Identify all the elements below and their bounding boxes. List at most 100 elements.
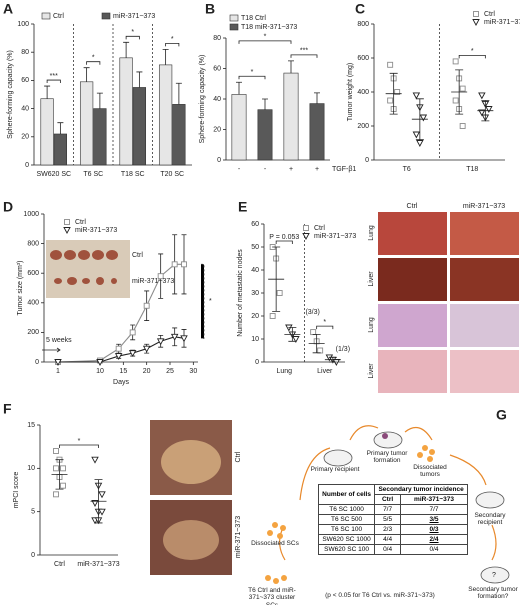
x-tick-label: - xyxy=(238,166,241,173)
cell: 0/3 xyxy=(400,524,468,535)
legend-label: miR-371~373 xyxy=(484,19,520,26)
image-row-label: miR-371~373 xyxy=(235,516,242,558)
image-row-label: Ctrl xyxy=(235,451,242,462)
y-axis-label: Number of metastatic nodes xyxy=(237,249,244,337)
bar xyxy=(231,94,247,161)
y-tick-label: 200 xyxy=(27,329,39,336)
panel-label: C xyxy=(355,1,365,17)
incidence-table: Number of cells Secondary tumor incidence… xyxy=(317,484,468,555)
point xyxy=(472,19,480,26)
point xyxy=(142,345,151,353)
bar xyxy=(119,57,133,166)
mean-sd xyxy=(284,327,301,342)
cell: 5/5 xyxy=(374,514,402,525)
bar xyxy=(79,81,94,166)
row-label: TGF-β1 xyxy=(332,166,356,173)
histology-images xyxy=(378,212,519,393)
y-tick-label: 0 xyxy=(35,359,39,366)
x-tick-label: T6 SC xyxy=(83,171,103,178)
panel-label: E xyxy=(238,199,247,215)
point xyxy=(459,85,466,92)
significance-bracket xyxy=(458,55,486,59)
cell: T6 SC 1000 xyxy=(317,504,376,515)
point xyxy=(317,347,324,354)
x-tick-label: 30 xyxy=(189,368,197,375)
point xyxy=(452,97,459,104)
y-axis-label: Tumor size (mm³) xyxy=(17,261,24,316)
point xyxy=(181,261,187,268)
image-row-label: Liver xyxy=(368,271,375,287)
step: T6 Ctrl and miR-371~373 cluster SCs xyxy=(248,587,296,605)
image-row-label: Lung xyxy=(368,225,375,241)
point xyxy=(157,273,164,280)
significance-bracket xyxy=(46,79,61,84)
step: Dissociated tumors xyxy=(413,464,447,479)
x-tick-label: miR-371~373 xyxy=(77,561,119,568)
y-tick-label: 50 xyxy=(251,244,259,251)
tumor-icons xyxy=(50,250,118,285)
significance-label: * xyxy=(251,69,254,76)
step: Primary tumor formation xyxy=(366,450,408,465)
bar xyxy=(283,72,299,161)
point xyxy=(63,227,71,234)
legend-label: miR-371~373 xyxy=(75,227,117,234)
footnote: (p < 0.05 for T6 Ctrl vs. miR-371~373) xyxy=(325,592,435,599)
point xyxy=(114,353,123,361)
x-axis-label: Days xyxy=(113,379,129,386)
y-tick-label: 30 xyxy=(251,290,259,297)
mean-sd xyxy=(268,246,285,312)
step: Dissociated SCs xyxy=(251,540,299,547)
mean-sd xyxy=(451,69,468,115)
step: Primary recipient xyxy=(310,466,360,473)
legend-swatch xyxy=(41,12,51,20)
panel-label: F xyxy=(3,401,12,417)
y-tick-label: 20 xyxy=(213,126,221,133)
y-axis-label: Sphere-forming capacity (%) xyxy=(7,50,14,139)
y-tick-label: 10 xyxy=(251,336,259,343)
point xyxy=(310,329,317,336)
error-bar xyxy=(136,71,143,88)
point xyxy=(387,97,394,104)
diagram-graphics xyxy=(279,425,497,561)
legend-label: Ctrl xyxy=(75,219,86,226)
arrow-label: 5 weeks xyxy=(46,337,72,344)
y-tick-label: 600 xyxy=(27,270,39,277)
x-tick-label: 15 xyxy=(119,368,127,375)
point xyxy=(485,106,493,113)
inset-label: Ctrl xyxy=(132,252,143,259)
panel-label: A xyxy=(3,1,13,17)
legend-swatch xyxy=(229,14,239,22)
point xyxy=(129,329,136,336)
significance-bracket xyxy=(125,35,140,40)
x-tick-label: Liver xyxy=(317,368,333,375)
line xyxy=(58,336,185,363)
y-tick-label: 40 xyxy=(21,105,29,112)
cell: 2/4 xyxy=(400,534,468,545)
point xyxy=(303,225,309,231)
y-tick-label: 800 xyxy=(27,240,39,247)
error-bar xyxy=(123,41,130,58)
bar xyxy=(93,108,107,166)
step: Secondary recipient xyxy=(474,512,506,527)
y-axis-label: Tumor weight (mg) xyxy=(347,63,354,121)
cell: 7/7 xyxy=(374,504,402,515)
table-header: Secondary tumor incidence xyxy=(374,484,468,495)
mean-sd xyxy=(324,357,341,363)
x-tick-label: 20 xyxy=(143,368,151,375)
cell: SW620 SC 100 xyxy=(317,544,376,555)
significance-bracket xyxy=(238,75,266,80)
cell: 4/4 xyxy=(374,534,402,545)
image-row-label: Liver xyxy=(368,363,375,379)
mean-sd xyxy=(477,100,494,122)
x-tick-label: 25 xyxy=(166,368,174,375)
legend-label: miR-371~373 xyxy=(314,233,356,240)
significance-label: * xyxy=(264,34,267,41)
error-bar xyxy=(175,82,182,105)
panel-label: G xyxy=(496,407,507,423)
legend-label: Ctrl xyxy=(484,11,495,18)
y-tick-label: 15 xyxy=(27,422,35,429)
x-tick-label: T20 SC xyxy=(160,171,184,178)
legend-label: Ctrl xyxy=(53,13,64,20)
